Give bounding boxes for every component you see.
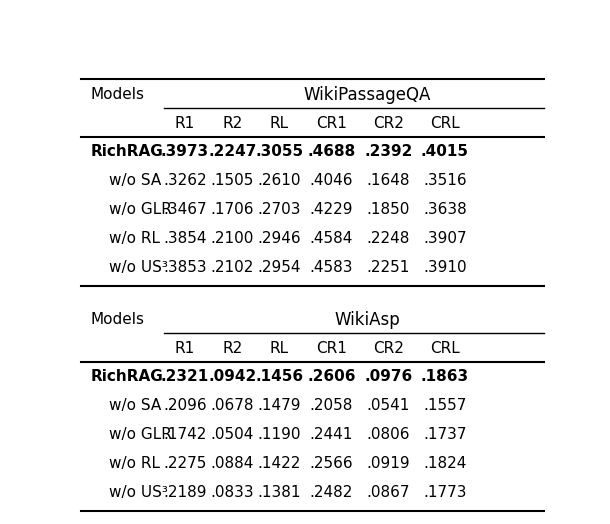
Text: .2251: .2251 <box>367 260 410 275</box>
Text: w/o US³: w/o US³ <box>109 260 168 275</box>
Text: CRL: CRL <box>430 116 460 130</box>
Text: .2102: .2102 <box>210 260 254 275</box>
Text: .0504: .0504 <box>210 427 254 442</box>
Text: w/o GLR: w/o GLR <box>109 427 172 442</box>
Text: .0806: .0806 <box>367 427 410 442</box>
Text: .2321: .2321 <box>161 369 209 384</box>
Text: .3854: .3854 <box>163 231 207 246</box>
Text: R1: R1 <box>175 116 195 130</box>
Text: .0976: .0976 <box>364 369 412 384</box>
Text: .2247: .2247 <box>208 144 256 159</box>
Text: WikiAsp: WikiAsp <box>334 311 400 329</box>
Text: .4229: .4229 <box>310 202 353 217</box>
Text: .1422: .1422 <box>258 456 301 471</box>
Text: .4583: .4583 <box>310 260 353 275</box>
Text: RichRAG: RichRAG <box>90 369 163 384</box>
Text: .2606: .2606 <box>307 369 356 384</box>
Text: .2954: .2954 <box>258 260 301 275</box>
Text: .1648: .1648 <box>367 173 410 188</box>
Text: .3055: .3055 <box>256 144 304 159</box>
Text: .3467: .3467 <box>163 202 207 217</box>
Text: .4046: .4046 <box>310 173 353 188</box>
Text: .1742: .1742 <box>163 427 207 442</box>
Text: Models: Models <box>90 88 145 103</box>
Text: .1773: .1773 <box>423 485 467 500</box>
Text: w/o SA: w/o SA <box>109 398 162 413</box>
Text: .0541: .0541 <box>367 398 410 413</box>
Text: .2189: .2189 <box>163 485 207 500</box>
Text: .4584: .4584 <box>310 231 353 246</box>
Text: .4015: .4015 <box>421 144 469 159</box>
Text: .1863: .1863 <box>421 369 469 384</box>
Text: .1190: .1190 <box>258 427 301 442</box>
Text: w/o US³: w/o US³ <box>109 485 168 500</box>
Text: CR1: CR1 <box>316 341 347 356</box>
Text: .2482: .2482 <box>310 485 353 500</box>
Text: CR2: CR2 <box>373 116 404 130</box>
Text: .0867: .0867 <box>367 485 410 500</box>
Text: .1479: .1479 <box>258 398 301 413</box>
Text: .0678: .0678 <box>210 398 254 413</box>
Text: w/o RL: w/o RL <box>109 231 160 246</box>
Text: .1706: .1706 <box>210 202 254 217</box>
Text: .1850: .1850 <box>367 202 410 217</box>
Text: .1557: .1557 <box>423 398 467 413</box>
Text: .0942: .0942 <box>208 369 256 384</box>
Text: w/o SA: w/o SA <box>109 173 162 188</box>
Text: .4688: .4688 <box>307 144 356 159</box>
Text: .3262: .3262 <box>163 173 207 188</box>
Text: .0833: .0833 <box>210 485 254 500</box>
Text: RichRAG: RichRAG <box>90 144 163 159</box>
Text: .2441: .2441 <box>310 427 353 442</box>
Text: .2703: .2703 <box>258 202 301 217</box>
Text: .2058: .2058 <box>310 398 353 413</box>
Text: CRL: CRL <box>430 341 460 356</box>
Text: .0884: .0884 <box>210 456 254 471</box>
Text: .3973: .3973 <box>161 144 209 159</box>
Text: WikiPassageQA: WikiPassageQA <box>303 86 431 104</box>
Text: w/o RL: w/o RL <box>109 456 160 471</box>
Text: .3853: .3853 <box>163 260 207 275</box>
Text: .2100: .2100 <box>210 231 254 246</box>
Text: .1505: .1505 <box>210 173 254 188</box>
Text: .3910: .3910 <box>423 260 467 275</box>
Text: .1737: .1737 <box>423 427 467 442</box>
Text: R2: R2 <box>222 341 242 356</box>
Text: .2248: .2248 <box>367 231 410 246</box>
Text: w/o GLR: w/o GLR <box>109 202 172 217</box>
Text: .2566: .2566 <box>310 456 353 471</box>
Text: .0919: .0919 <box>367 456 410 471</box>
Text: .2275: .2275 <box>163 456 207 471</box>
Text: .2946: .2946 <box>257 231 301 246</box>
Text: .1381: .1381 <box>258 485 301 500</box>
Text: R2: R2 <box>222 116 242 130</box>
Text: RL: RL <box>270 116 289 130</box>
Text: Models: Models <box>90 312 145 328</box>
Text: .3907: .3907 <box>423 231 467 246</box>
Text: R1: R1 <box>175 341 195 356</box>
Text: CR1: CR1 <box>316 116 347 130</box>
Text: .3638: .3638 <box>423 202 467 217</box>
Text: .1456: .1456 <box>256 369 304 384</box>
Text: .3516: .3516 <box>423 173 467 188</box>
Text: .2392: .2392 <box>364 144 412 159</box>
Text: .1824: .1824 <box>423 456 467 471</box>
Text: .2610: .2610 <box>258 173 301 188</box>
Text: RL: RL <box>270 341 289 356</box>
Text: .2096: .2096 <box>163 398 207 413</box>
Text: CR2: CR2 <box>373 341 404 356</box>
